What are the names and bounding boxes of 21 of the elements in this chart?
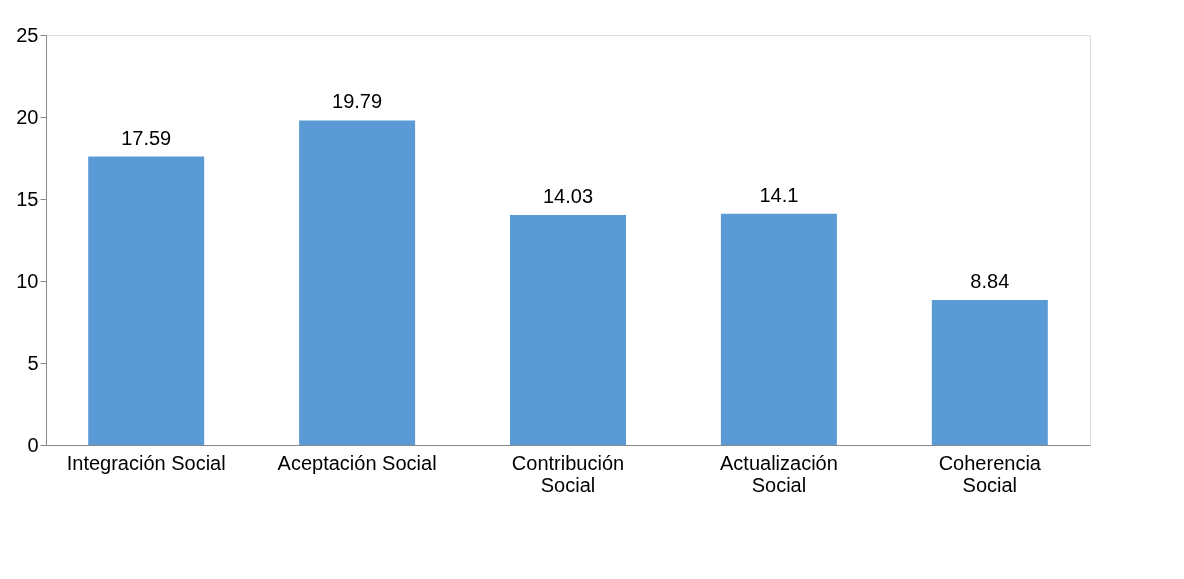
bar (88, 156, 205, 445)
y-tick-label: 10 (16, 269, 39, 292)
x-tick-label: Contribución Social (511, 451, 625, 496)
y-tick-label: 20 (16, 105, 39, 128)
y-tick-label: 25 (16, 23, 39, 46)
y-tick-label: 15 (16, 187, 39, 210)
data-label: 17.59 (121, 126, 172, 149)
y-tick-label: 0 (27, 433, 39, 456)
x-tick-label: Coherencia Social (938, 451, 1042, 496)
x-tick-label: Actualización Social (719, 451, 838, 496)
bar (931, 300, 1048, 445)
data-label: 14.03 (542, 184, 594, 207)
bar (720, 213, 837, 445)
data-label: 8.84 (970, 270, 1010, 293)
data-label: 14.1 (759, 183, 799, 206)
bar (510, 214, 626, 445)
data-label: 19.79 (332, 90, 383, 113)
x-tick-label: Aceptación Social (277, 451, 437, 474)
bar (299, 120, 416, 445)
x-tick-label: Integración Social (66, 451, 226, 474)
y-tick-label: 5 (27, 351, 39, 374)
